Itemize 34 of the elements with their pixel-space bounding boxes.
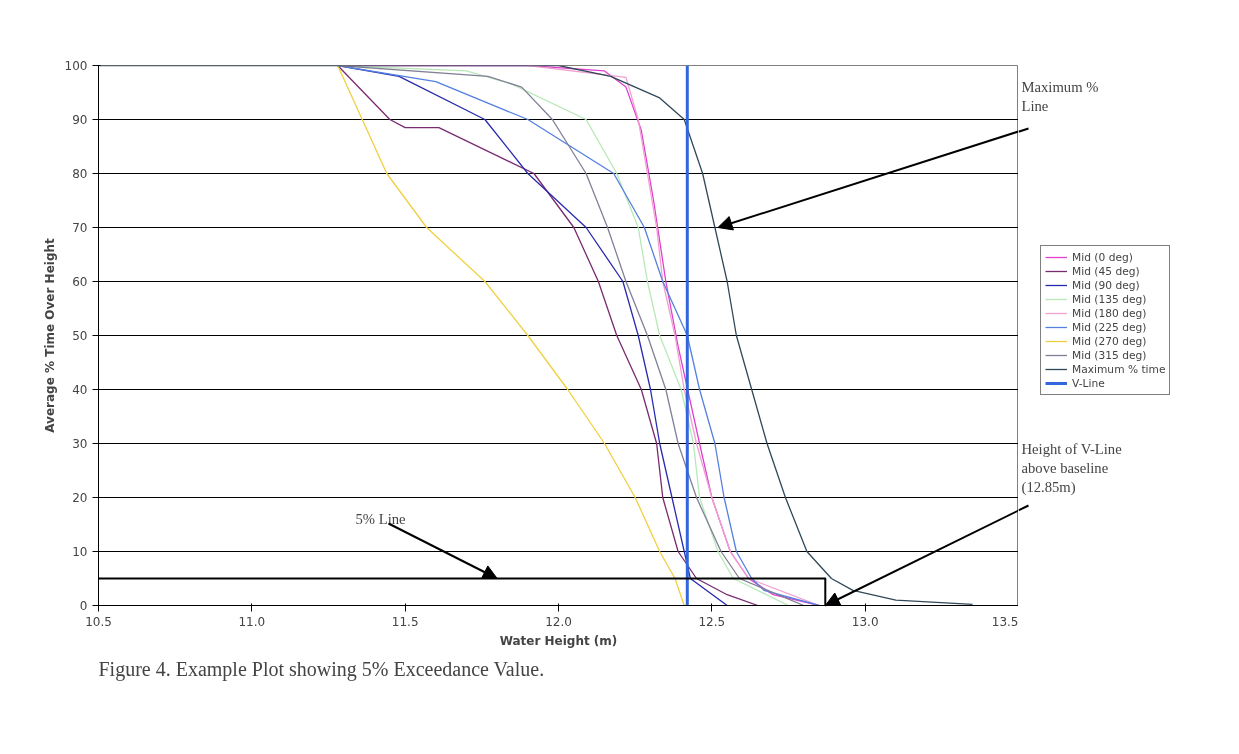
x-tick-label: 12.0 [545,614,572,629]
y-tick-label: 10 [72,545,88,559]
legend-label: V-Line [1072,376,1105,390]
x-tick-label: 11.0 [238,614,266,629]
x-tick-label: 13.0 [851,614,879,629]
x-axis-title: Water Height (m) [499,633,618,648]
legend-label: Mid (90 deg) [1072,278,1140,292]
legend-label: Mid (0 deg) [1072,250,1133,264]
y-tick-label: 0 [79,599,88,613]
annotation: 5% Line [355,510,406,527]
y-tick-label: 20 [72,491,88,505]
x-tick-label: 10.5 [85,614,112,629]
x-tick-label: 11.5 [391,614,419,629]
legend-label: Mid (180 deg) [1072,306,1147,320]
legend-label: Mid (270 deg) [1072,334,1147,348]
y-tick-label: 50 [72,329,88,343]
y-tick-label: 40 [72,383,88,397]
x-tick-label: 12.5 [698,614,726,629]
y-tick-label: 90 [72,113,88,127]
annotation: Maximum % Line [1021,78,1099,114]
y-axis-title: Average % Time Over Height [42,237,57,433]
legend-label: Maximum % time [1072,362,1166,376]
legend-label: Mid (135 deg) [1072,292,1147,306]
legend-label: Mid (315 deg) [1072,348,1147,362]
legend-label: Mid (225 deg) [1072,320,1147,334]
y-tick-label: 80 [72,167,88,181]
y-tick-label: 100 [64,59,88,73]
y-tick-label: 30 [72,437,88,451]
annotation: Height of V-Line above baseline (12.85m) [1021,440,1122,496]
caption: Figure 4. Example Plot showing 5% Exceedance Value. [98,657,545,681]
x-tick-label: 13.5 [991,614,1019,629]
y-tick-label: 60 [72,275,88,289]
y-tick-label: 70 [72,221,88,235]
legend-label: Mid (45 deg) [1072,264,1140,278]
